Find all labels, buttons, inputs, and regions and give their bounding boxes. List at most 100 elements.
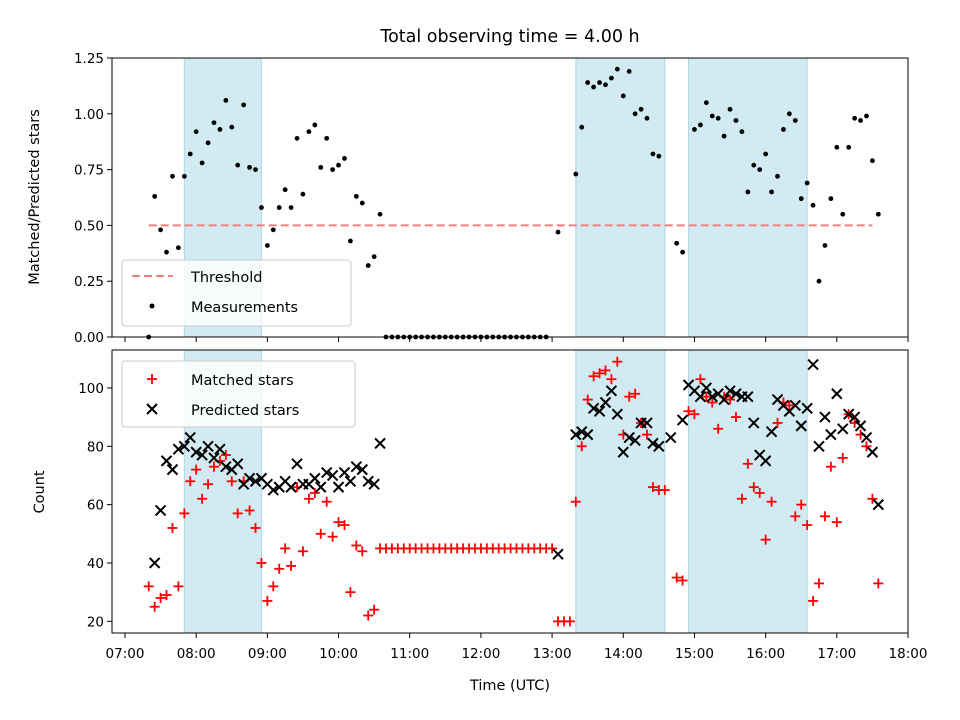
- measurement-point: [792, 118, 798, 123]
- matched-point: [796, 499, 807, 510]
- matched-point: [185, 476, 196, 487]
- predicted-point: [160, 455, 173, 467]
- predicted-point-b: [231, 458, 244, 470]
- predicted-point-b: [243, 472, 256, 485]
- x-tick-label: 10:00: [319, 646, 358, 662]
- matched-point: [250, 522, 261, 533]
- measurement-point: [739, 129, 745, 135]
- measurement-point: [264, 243, 270, 248]
- measurement-point: [199, 160, 205, 166]
- x-tick-label: 15:00: [675, 646, 714, 662]
- matched-point: [309, 487, 320, 498]
- matched-point: [802, 520, 813, 531]
- predicted-point: [665, 431, 677, 444]
- top-y-tick-label: 1.00: [74, 107, 104, 123]
- measurement-point: [324, 135, 330, 141]
- predicted-point-b: [332, 481, 345, 493]
- predicted-point: [267, 484, 280, 496]
- matched-point: [606, 374, 617, 385]
- predicted-point-b: [344, 475, 357, 487]
- predicted-point-b: [831, 388, 843, 400]
- predicted-point: [202, 440, 214, 452]
- measurement-point: [573, 171, 579, 177]
- measurement-point: [692, 127, 697, 132]
- matched-point: [701, 391, 712, 402]
- predicted-point: [641, 417, 653, 429]
- legend-measurements-label: Measurements: [191, 300, 298, 316]
- measurement-point: [597, 80, 602, 85]
- matched-point: [861, 441, 872, 452]
- measurement-point: [769, 189, 774, 195]
- predicted-point-b: [255, 472, 268, 485]
- matched-point: [564, 616, 575, 627]
- matched-point: [143, 581, 154, 592]
- top-y-tick-label: 0.75: [74, 163, 104, 179]
- measurement-point: [757, 167, 763, 173]
- predicted-point: [148, 557, 161, 569]
- predicted-point-b: [837, 423, 849, 435]
- measurement-point: [330, 167, 336, 173]
- measurement-point: [603, 82, 608, 88]
- bottom-y-tick-label: 60: [87, 498, 104, 514]
- predicted-point-b: [718, 393, 730, 406]
- measurement-point: [614, 66, 620, 72]
- measurement-point: [786, 111, 792, 117]
- measurement-point: [211, 120, 217, 126]
- predicted-point: [653, 440, 665, 452]
- predicted-point: [813, 440, 825, 452]
- predicted-point-b: [753, 449, 766, 461]
- matched-point: [232, 508, 243, 519]
- predicted-point: [374, 437, 386, 450]
- predicted-point: [570, 428, 582, 441]
- matched-point: [831, 517, 842, 528]
- predicted-point: [576, 425, 588, 438]
- x-axis-label: Time (UTC): [469, 678, 550, 694]
- measurement-point: [187, 151, 193, 157]
- matched-point: [867, 493, 878, 504]
- matched-point: [369, 604, 380, 615]
- measurement-point: [715, 115, 721, 121]
- measurement-point: [359, 200, 365, 206]
- matched-point: [339, 520, 350, 531]
- predicted-point: [587, 402, 600, 415]
- predicted-point: [350, 460, 363, 473]
- predicted-point: [214, 443, 226, 455]
- predicted-point-b: [587, 402, 600, 415]
- measurement-point: [348, 238, 353, 244]
- matched-point: [612, 356, 623, 367]
- matched-point: [624, 391, 635, 402]
- predicted-point-b: [848, 411, 861, 423]
- matched-point: [647, 482, 658, 493]
- measurement-point: [697, 122, 703, 128]
- predicted-point-b: [819, 411, 831, 423]
- matched-point: [191, 464, 202, 475]
- bottom-y-tick-label: 100: [78, 381, 104, 397]
- predicted-point: [309, 472, 321, 485]
- x-tick-label: 11:00: [390, 646, 429, 662]
- predicted-point-b: [148, 557, 161, 569]
- bottom-y-ticks: 20 40 60 80 100: [78, 381, 112, 630]
- predicted-point: [866, 446, 879, 458]
- measurement-point: [377, 211, 383, 217]
- measurement-point: [703, 100, 709, 106]
- matched-point: [837, 452, 848, 463]
- predicted-point: [338, 466, 351, 479]
- measurement-point: [288, 205, 294, 210]
- predicted-point-b: [641, 417, 653, 429]
- measurement-point: [158, 227, 163, 233]
- measurement-point: [229, 124, 235, 130]
- legend-matched-marker: [147, 374, 157, 384]
- matched-point: [155, 592, 166, 603]
- predicted-point-b: [350, 460, 363, 473]
- predicted-point-b: [291, 458, 303, 470]
- top-y-axis-label: Matched/Predicted stars: [27, 109, 43, 285]
- matched-point: [208, 461, 219, 472]
- predicted-point: [647, 437, 659, 450]
- predicted-point-b: [374, 437, 386, 450]
- predicted-point: [172, 443, 185, 455]
- predicted-point-b: [184, 431, 196, 444]
- matched-point: [760, 534, 771, 545]
- matched-point: [630, 388, 641, 399]
- legend-predicted-swatch: [146, 403, 158, 415]
- predicted-point-b: [178, 440, 191, 452]
